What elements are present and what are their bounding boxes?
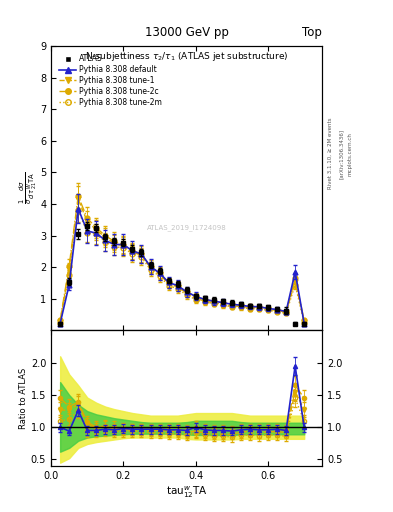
Text: 13000 GeV pp: 13000 GeV pp <box>145 26 229 39</box>
X-axis label: tau$_{12}^{w}$TA: tau$_{12}^{w}$TA <box>166 485 208 500</box>
Text: Top: Top <box>302 26 322 39</box>
Text: [arXiv:1306.3436]: [arXiv:1306.3436] <box>339 129 344 179</box>
Legend: ATLAS, Pythia 8.308 default, Pythia 8.308 tune-1, Pythia 8.308 tune-2c, Pythia 8: ATLAS, Pythia 8.308 default, Pythia 8.30… <box>58 53 163 109</box>
Text: ATLAS_2019_I1724098: ATLAS_2019_I1724098 <box>147 225 226 231</box>
Text: Rivet 3.1.10, ≥ 2M events: Rivet 3.1.10, ≥ 2M events <box>328 118 333 189</box>
Y-axis label: $\frac{1}{\sigma}\frac{d\sigma}{d\,\tau_{21}^{W}\mathrm{TA}}$: $\frac{1}{\sigma}\frac{d\sigma}{d\,\tau_… <box>17 172 39 204</box>
Text: mcplots.cern.ch: mcplots.cern.ch <box>348 132 353 176</box>
Text: N-subjettiness $\tau_2/\tau_1$ (ATLAS jet substructure): N-subjettiness $\tau_2/\tau_1$ (ATLAS je… <box>85 50 288 63</box>
Y-axis label: Ratio to ATLAS: Ratio to ATLAS <box>19 368 28 429</box>
